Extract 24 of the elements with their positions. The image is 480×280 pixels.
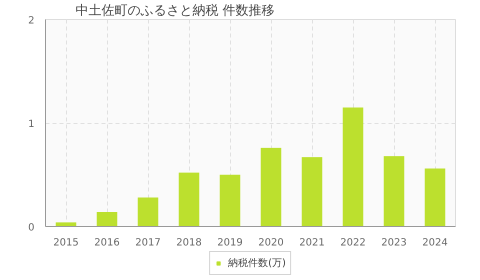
x-tick-label: 2020 bbox=[258, 238, 284, 248]
chart-title: 中土佐町のふるさと納税 件数推移 bbox=[76, 4, 275, 18]
y-tick-label: 1 bbox=[28, 119, 35, 130]
x-tick-label: 2016 bbox=[94, 238, 120, 248]
bar bbox=[342, 107, 364, 226]
bar bbox=[424, 168, 446, 226]
x-tick-label: 2024 bbox=[422, 238, 448, 248]
y-tick-label: 0 bbox=[28, 222, 35, 234]
x-tick-label: 2018 bbox=[176, 238, 202, 248]
x-tick-label: 2023 bbox=[381, 238, 407, 248]
bar bbox=[260, 148, 282, 226]
bar bbox=[384, 156, 404, 226]
y-tick-label: 2 bbox=[28, 16, 35, 26]
x-tick-label: 2015 bbox=[53, 238, 79, 248]
bar bbox=[96, 212, 118, 226]
bar bbox=[138, 198, 158, 226]
x-tick-label: 2019 bbox=[217, 238, 243, 248]
legend-label: 納税件数(万) bbox=[228, 256, 286, 270]
x-tick-label: 2021 bbox=[299, 238, 325, 248]
bar bbox=[302, 157, 322, 226]
x-tick-label: 2022 bbox=[340, 238, 366, 248]
bar bbox=[220, 174, 240, 226]
x-tick-label: 2017 bbox=[135, 238, 161, 248]
bar bbox=[178, 172, 200, 226]
